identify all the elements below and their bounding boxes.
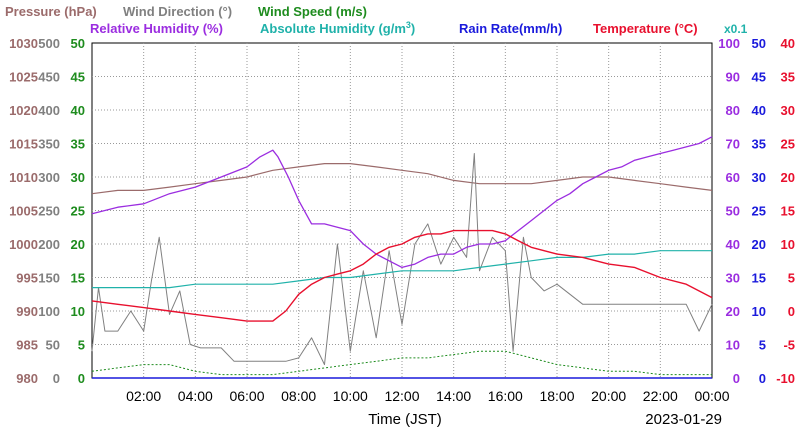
series-humidity [91,136,713,269]
temperature-tick-label: 35 [781,70,795,85]
rain_rate-tick-label: 30 [752,170,766,185]
temperature-tick-label: 25 [781,137,795,152]
wind_speed-tick-label: 50 [71,36,85,51]
temperature-tick-label: 15 [781,204,795,219]
rain_rate-tick-label: 20 [752,237,766,252]
wind_speed-tick-label: 30 [71,170,85,185]
wind_direction-tick-label: 150 [38,271,60,286]
temperature-tick-label: 20 [781,170,795,185]
pressure-tick-label: 985 [16,338,38,353]
humidity-tick-label: 70 [726,137,740,152]
wind_speed-tick-label: 45 [71,70,85,85]
wind_speed-tick-label: 0 [78,371,85,386]
temperature-tick-label: 10 [781,237,795,252]
humidity-tick-label: 100 [718,36,740,51]
humidity-tick-label: 50 [726,204,740,219]
legend-rain-rate: Rain Rate(mm/h) [459,21,562,36]
rain_rate-tick-label: 10 [752,304,766,319]
pressure-tick-label: 1010 [9,170,38,185]
pressure-tick-label: 1005 [9,204,38,219]
legend-temperature: Temperature (°C) [593,21,698,36]
temperature-tick-label: 5 [788,271,795,286]
temperature-tick-label: 40 [781,36,795,51]
x-tick-label: 12:00 [384,388,419,404]
wind_direction-tick-label: 500 [38,36,60,51]
temperature-tick-label: 30 [781,103,795,118]
pressure-tick-label: 995 [16,271,38,286]
pressure-tick-label: 1015 [9,137,38,152]
pressure-tick-label: 1020 [9,103,38,118]
rain_rate-tick-label: 40 [752,103,766,118]
pressure-tick-label: 1000 [9,237,38,252]
date-label: 2023-01-29 [645,411,722,428]
abs-humidity-scale: x0.1 [724,22,748,36]
humidity-tick-label: 20 [726,304,740,319]
x-tick-label: 22:00 [643,388,678,404]
wind_direction-tick-label: 450 [38,70,60,85]
temperature-tick-label: -5 [783,338,795,353]
pressure-tick-label: 990 [16,304,38,319]
humidity-tick-label: 60 [726,170,740,185]
wind_speed-tick-label: 25 [71,204,85,219]
humidity-tick-label: 0 [733,371,740,386]
wind_speed-tick-label: 10 [71,304,85,319]
x-tick-label: 10:00 [333,388,368,404]
legend-pressure: Pressure (hPa) [5,4,97,19]
series-wind_direction [91,153,713,366]
series-wind_speed [91,350,712,376]
pressure-tick-label: 980 [16,371,38,386]
rain_rate-tick-label: 45 [752,70,766,85]
x-tick-label: 06:00 [229,388,264,404]
x-tick-label: 16:00 [488,388,523,404]
temperature-tick-label: 0 [788,304,795,319]
x-tick-label: 20:00 [591,388,626,404]
series-temperature [91,229,713,322]
series-pressure [91,163,713,195]
wind_speed-tick-label: 5 [78,338,85,353]
wind_direction-tick-label: 350 [38,137,60,152]
wind_direction-tick-label: 100 [38,304,60,319]
humidity-tick-label: 90 [726,70,740,85]
x-tick-label: 02:00 [126,388,161,404]
humidity-tick-label: 80 [726,103,740,118]
wind_speed-tick-label: 15 [71,271,85,286]
legend-abs-humidity: Absolute Humidity (g/m3) [260,20,415,36]
pressure-tick-label: 1030 [9,36,38,51]
wind_direction-tick-label: 300 [38,170,60,185]
pressure-tick-label: 1025 [9,70,38,85]
wind_speed-tick-label: 35 [71,137,85,152]
legend-wind-direction: Wind Direction (°) [123,4,232,19]
wind_speed-tick-label: 20 [71,237,85,252]
wind_direction-tick-label: 250 [38,204,60,219]
rain_rate-tick-label: 50 [752,36,766,51]
temperature-tick-label: -10 [776,371,795,386]
humidity-tick-label: 40 [726,237,740,252]
x-tick-label: 18:00 [539,388,574,404]
wind_direction-tick-label: 50 [46,338,60,353]
legend-wind-speed: Wind Speed (m/s) [258,4,367,19]
x-tick-label: 14:00 [436,388,471,404]
wind_direction-tick-label: 200 [38,237,60,252]
x-tick-label: 00:00 [694,388,729,404]
humidity-tick-label: 10 [726,338,740,353]
rain_rate-tick-label: 35 [752,137,766,152]
rain_rate-tick-label: 5 [759,338,766,353]
x-axis-title: Time (JST) [368,411,442,428]
rain_rate-tick-label: 15 [752,271,766,286]
x-tick-label: 08:00 [281,388,316,404]
wind_direction-tick-label: 400 [38,103,60,118]
legend-humidity: Relative Humidity (%) [90,21,223,36]
wind_speed-tick-label: 40 [71,103,85,118]
rain_rate-tick-label: 25 [752,204,766,219]
rain_rate-tick-label: 0 [759,371,766,386]
humidity-tick-label: 30 [726,271,740,286]
wind_direction-tick-label: 0 [53,371,60,386]
x-tick-label: 04:00 [178,388,213,404]
series-abs-humidity [92,250,712,289]
